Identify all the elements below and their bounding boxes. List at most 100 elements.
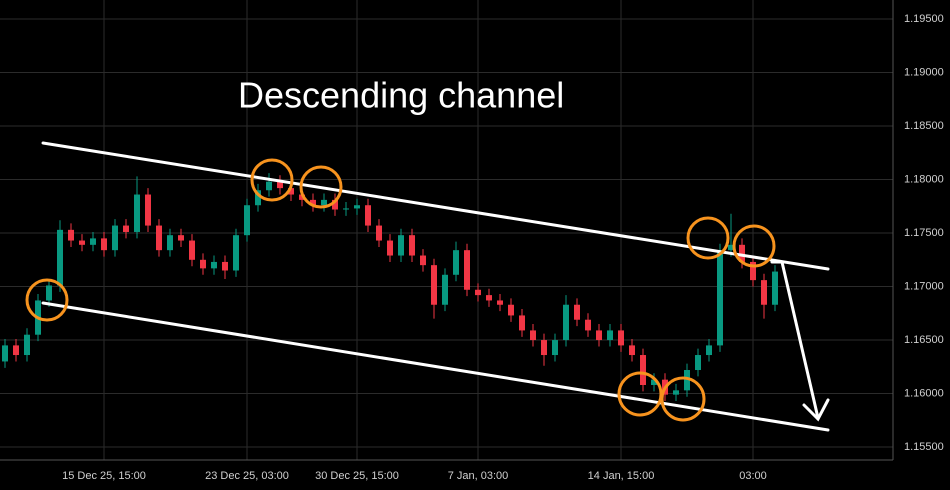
candle-body	[2, 345, 8, 362]
candle-body	[761, 280, 767, 305]
candle-body	[332, 199, 338, 210]
candle-body	[398, 235, 404, 256]
touch-circle	[617, 371, 663, 417]
candle-body	[508, 304, 514, 316]
touch-circle	[250, 158, 294, 202]
y-tick-label: 1.17500	[904, 227, 944, 239]
candle-body	[90, 238, 96, 245]
candle-body	[530, 330, 536, 341]
x-tick-label: 15 Dec 25, 15:00	[62, 470, 146, 482]
candle-body	[189, 240, 195, 260]
candle-body	[596, 330, 602, 341]
grid	[0, 0, 893, 460]
candle-body	[244, 205, 250, 236]
y-tick-label: 1.18500	[904, 120, 944, 132]
candle-body	[695, 355, 701, 371]
candle-body	[409, 235, 415, 256]
candle-body	[376, 225, 382, 241]
candle-body	[13, 345, 19, 356]
arrow-shaft	[770, 260, 820, 420]
candle-body	[728, 244, 734, 251]
candle-body	[123, 225, 129, 232]
candle-body	[420, 255, 426, 266]
candle-body	[299, 194, 305, 200]
touch-circle	[25, 278, 69, 322]
candle-body	[618, 330, 624, 346]
candle-body	[475, 289, 481, 296]
lower-channel-line	[41, 301, 830, 432]
candle-body	[574, 304, 580, 320]
candle-body	[673, 390, 679, 395]
touch-circle	[686, 216, 730, 260]
candle-body	[167, 235, 173, 251]
candle-body	[233, 235, 239, 271]
y-tick-label: 1.19500	[904, 13, 944, 25]
candle-body	[101, 238, 107, 251]
candle-body	[486, 295, 492, 301]
candle-body	[585, 319, 591, 331]
candles	[2, 173, 778, 402]
candle-body	[200, 259, 206, 269]
candle-body	[684, 370, 690, 391]
candle-body	[750, 261, 756, 281]
candle-body	[255, 190, 261, 206]
chart-title: Descending channel	[238, 75, 564, 116]
x-tick-label: 7 Jan, 03:00	[448, 470, 509, 482]
candle-body	[717, 250, 723, 346]
candle-body	[343, 208, 349, 210]
candle-body	[442, 274, 448, 305]
candle-body	[266, 181, 272, 191]
touch-circles	[25, 158, 776, 422]
y-tick-label: 1.18000	[904, 173, 944, 185]
candle-body	[552, 340, 558, 356]
candle-body	[464, 250, 470, 290]
candle-body	[156, 225, 162, 251]
touch-circle	[660, 376, 706, 422]
candle-body	[607, 330, 613, 341]
arrow-head	[802, 398, 830, 422]
candle-body	[57, 229, 63, 286]
candle-body	[453, 250, 459, 275]
candle-body	[563, 304, 569, 341]
candle-body	[640, 355, 646, 385]
candle-body	[24, 334, 30, 356]
candle-body	[178, 235, 184, 241]
x-tick-label: 30 Dec 25, 15:00	[315, 470, 399, 482]
touch-circle	[299, 165, 343, 209]
y-tick-label: 1.19000	[904, 66, 944, 78]
candle-body	[706, 345, 712, 356]
candle-body	[68, 229, 74, 241]
candle-body	[277, 181, 283, 189]
y-tick-label: 1.17000	[904, 280, 944, 292]
candle-body	[431, 265, 437, 305]
candle-body	[354, 205, 360, 209]
y-tick-label: 1.15500	[904, 441, 944, 453]
candle-body	[629, 345, 635, 356]
y-tick-label: 1.16000	[904, 387, 944, 399]
candle-body	[288, 188, 294, 195]
candle-body	[519, 315, 525, 331]
y-tick-label: 1.16500	[904, 334, 944, 346]
candle-body	[365, 205, 371, 226]
candle-body	[387, 240, 393, 256]
candle-body	[211, 261, 217, 269]
x-tick-label: 23 Dec 25, 03:00	[205, 470, 289, 482]
x-tick-label: 03:00	[739, 470, 767, 482]
candle-body	[134, 194, 140, 232]
candle-body	[222, 261, 228, 271]
upper-channel-line	[41, 141, 830, 271]
candle-body	[651, 379, 657, 385]
candle-body	[321, 199, 327, 206]
x-tick-label: 14 Jan, 15:00	[588, 470, 655, 482]
candle-body	[497, 300, 503, 305]
candle-body	[739, 244, 745, 262]
candle-body	[46, 285, 52, 301]
candle-body	[310, 199, 316, 206]
candle-body	[112, 225, 118, 251]
candle-body	[79, 240, 85, 245]
candle-body	[541, 340, 547, 356]
candle-body	[145, 194, 151, 226]
breakout-arrow	[770, 260, 830, 422]
candle-body	[772, 271, 778, 305]
